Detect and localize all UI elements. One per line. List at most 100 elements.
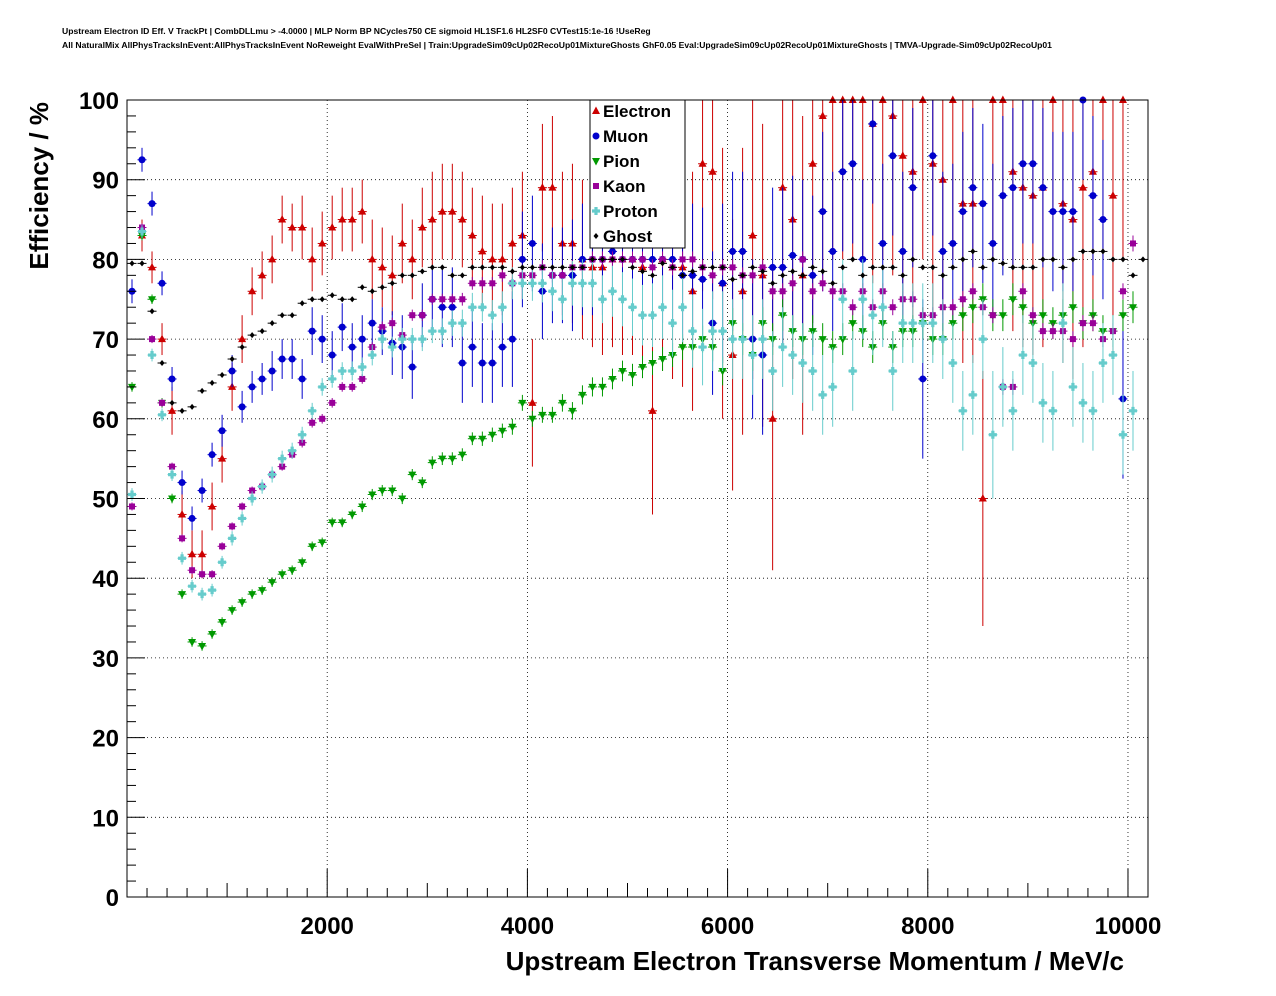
data-point [258, 270, 267, 279]
data-point [199, 571, 206, 578]
data-point [608, 287, 617, 296]
data-point [258, 482, 267, 491]
data-point [1008, 406, 1017, 415]
data-point [819, 280, 826, 287]
data-point [128, 383, 137, 392]
data-point [288, 446, 297, 455]
data-point [889, 152, 897, 160]
data-point [419, 268, 425, 275]
data-point [920, 264, 926, 271]
data-point [479, 264, 485, 271]
data-point [618, 295, 627, 304]
y-tick-label: 50 [92, 487, 119, 514]
data-point [338, 323, 346, 331]
data-point [878, 95, 887, 103]
data-point [1040, 256, 1046, 263]
data-point [308, 406, 317, 415]
legend-label: Electron [603, 102, 671, 121]
data-point [1039, 328, 1046, 335]
data-point [819, 208, 827, 216]
data-point [638, 311, 647, 320]
x-axis-title: Upstream Electron Transverse Momentum / … [506, 946, 1124, 976]
data-point [650, 272, 656, 279]
data-point [539, 264, 545, 271]
data-point [358, 503, 367, 511]
data-point [509, 268, 515, 275]
data-point [258, 375, 266, 383]
data-point [438, 303, 446, 311]
data-point [988, 430, 997, 439]
legend-marker [593, 183, 599, 189]
data-point [468, 230, 477, 239]
data-point [159, 399, 166, 406]
data-point [218, 619, 227, 627]
data-point [609, 256, 615, 263]
data-point [138, 156, 146, 164]
data-point [149, 336, 156, 343]
y-tick-label: 0 [106, 885, 119, 912]
data-point [268, 579, 277, 587]
data-point [448, 319, 457, 328]
y-tick-label: 90 [92, 168, 119, 195]
data-point [1039, 184, 1047, 192]
data-point [1079, 320, 1086, 327]
data-point [848, 95, 857, 103]
data-point [1110, 256, 1116, 263]
data-point [1130, 272, 1136, 279]
data-point [368, 491, 377, 500]
data-point [338, 366, 347, 375]
data-point [389, 320, 396, 327]
data-point [518, 279, 527, 288]
data-point [238, 599, 247, 607]
data-point [298, 375, 306, 383]
data-point [1078, 398, 1087, 407]
data-point [959, 208, 967, 216]
chart-title-line-2: All NaturalMix AllPhysTracksInEvent:AllP… [62, 40, 1052, 50]
data-point [149, 308, 155, 315]
data-point [478, 359, 486, 367]
data-point [568, 279, 577, 288]
data-point [228, 534, 237, 543]
data-point [528, 415, 537, 424]
data-point [259, 328, 265, 335]
data-point [668, 319, 677, 328]
data-point [638, 363, 647, 372]
data-point [369, 288, 375, 295]
data-point [268, 470, 277, 479]
data-point [649, 264, 656, 271]
data-point [208, 630, 217, 639]
data-point [458, 319, 467, 328]
legend-label: Ghost [603, 227, 652, 246]
data-point [868, 311, 877, 320]
data-point [689, 256, 696, 263]
data-point [818, 390, 827, 399]
data-point [848, 320, 857, 328]
data-point [458, 215, 467, 223]
data-point [968, 304, 977, 312]
data-point [449, 296, 456, 303]
data-point [1028, 359, 1037, 368]
data-point [989, 312, 996, 319]
data-point [948, 95, 957, 103]
data-point [478, 435, 487, 444]
legend-entry-electron: Electron [592, 102, 671, 121]
data-point [910, 256, 916, 263]
data-point [839, 168, 847, 176]
data-point [208, 501, 217, 510]
chart-title-line-1: Upstream Electron ID Eff. V TrackPt | Co… [62, 26, 651, 36]
data-point [269, 320, 275, 327]
data-point [1089, 320, 1096, 327]
data-point [1118, 95, 1127, 103]
data-point [1029, 312, 1036, 319]
data-point [218, 558, 227, 567]
data-point [770, 280, 776, 287]
data-point [219, 543, 226, 550]
data-point [700, 264, 706, 271]
data-point [849, 160, 857, 168]
data-point [678, 344, 687, 352]
data-point [680, 272, 686, 279]
data-point [348, 366, 357, 375]
x-tick-label: 8000 [901, 913, 954, 940]
data-point [718, 327, 727, 336]
data-point [349, 383, 356, 390]
